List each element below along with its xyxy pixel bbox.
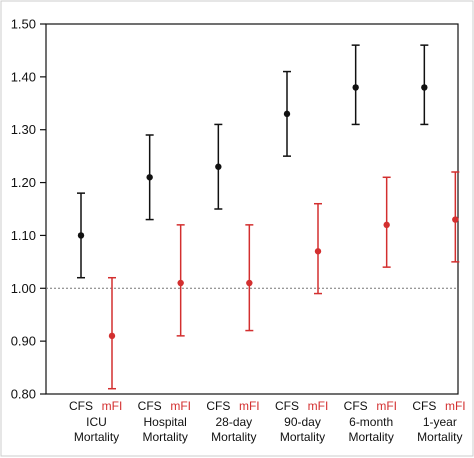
y-tick-label: 0.90 bbox=[11, 334, 36, 349]
series-label-mfi: mFI bbox=[376, 399, 397, 413]
series-label-mfi: mFI bbox=[239, 399, 260, 413]
y-tick-label: 1.20 bbox=[11, 175, 36, 190]
data-point bbox=[77, 232, 85, 239]
group-label-line2: Mortality bbox=[74, 430, 119, 444]
series-label-mfi: mFI bbox=[445, 399, 466, 413]
group-label-line2: Mortality bbox=[417, 430, 462, 444]
y-tick-label: 1.00 bbox=[11, 281, 36, 296]
series-label-mfi: mFI bbox=[308, 399, 329, 413]
group-label-line1: 6-month bbox=[349, 415, 393, 429]
data-point bbox=[246, 279, 253, 287]
series-label-cfs: CFS bbox=[344, 399, 368, 413]
data-point bbox=[108, 332, 116, 340]
group-label-line2: Mortality bbox=[211, 430, 256, 444]
y-tick-label: 1.10 bbox=[11, 228, 36, 243]
group-label-line1: 1-year bbox=[423, 415, 457, 429]
data-point bbox=[215, 163, 222, 170]
group-label-line1: 28-day bbox=[215, 415, 252, 429]
group-label-line1: Hospital bbox=[143, 415, 186, 429]
data-point bbox=[177, 279, 184, 287]
data-point bbox=[421, 84, 428, 91]
group-label-line2: Mortality bbox=[348, 430, 393, 444]
data-point bbox=[314, 248, 322, 255]
y-tick-label: 1.40 bbox=[11, 69, 36, 84]
group-label-line2: Mortality bbox=[142, 430, 187, 444]
y-tick-label: 1.30 bbox=[11, 122, 36, 137]
y-tick-label: 1.50 bbox=[11, 17, 36, 32]
series-label-mfi: mFI bbox=[170, 399, 191, 413]
group-label-line2: Mortality bbox=[280, 430, 325, 444]
data-point bbox=[383, 221, 390, 229]
series-label-mfi: mFI bbox=[102, 399, 123, 413]
plot-frame bbox=[45, 23, 459, 395]
y-tick-label: 0.80 bbox=[11, 387, 36, 402]
series-label-cfs: CFS bbox=[275, 399, 299, 413]
series-label-cfs: CFS bbox=[206, 399, 230, 413]
series-label-cfs: CFS bbox=[69, 399, 93, 413]
data-point bbox=[146, 174, 153, 181]
data-point bbox=[283, 110, 291, 118]
group-label-line1: 90-day bbox=[284, 415, 321, 429]
group-label-line1: ICU bbox=[86, 415, 107, 429]
data-point bbox=[452, 216, 459, 223]
series-label-cfs: CFS bbox=[138, 399, 162, 413]
series-label-cfs: CFS bbox=[412, 399, 436, 413]
data-point bbox=[352, 84, 359, 91]
